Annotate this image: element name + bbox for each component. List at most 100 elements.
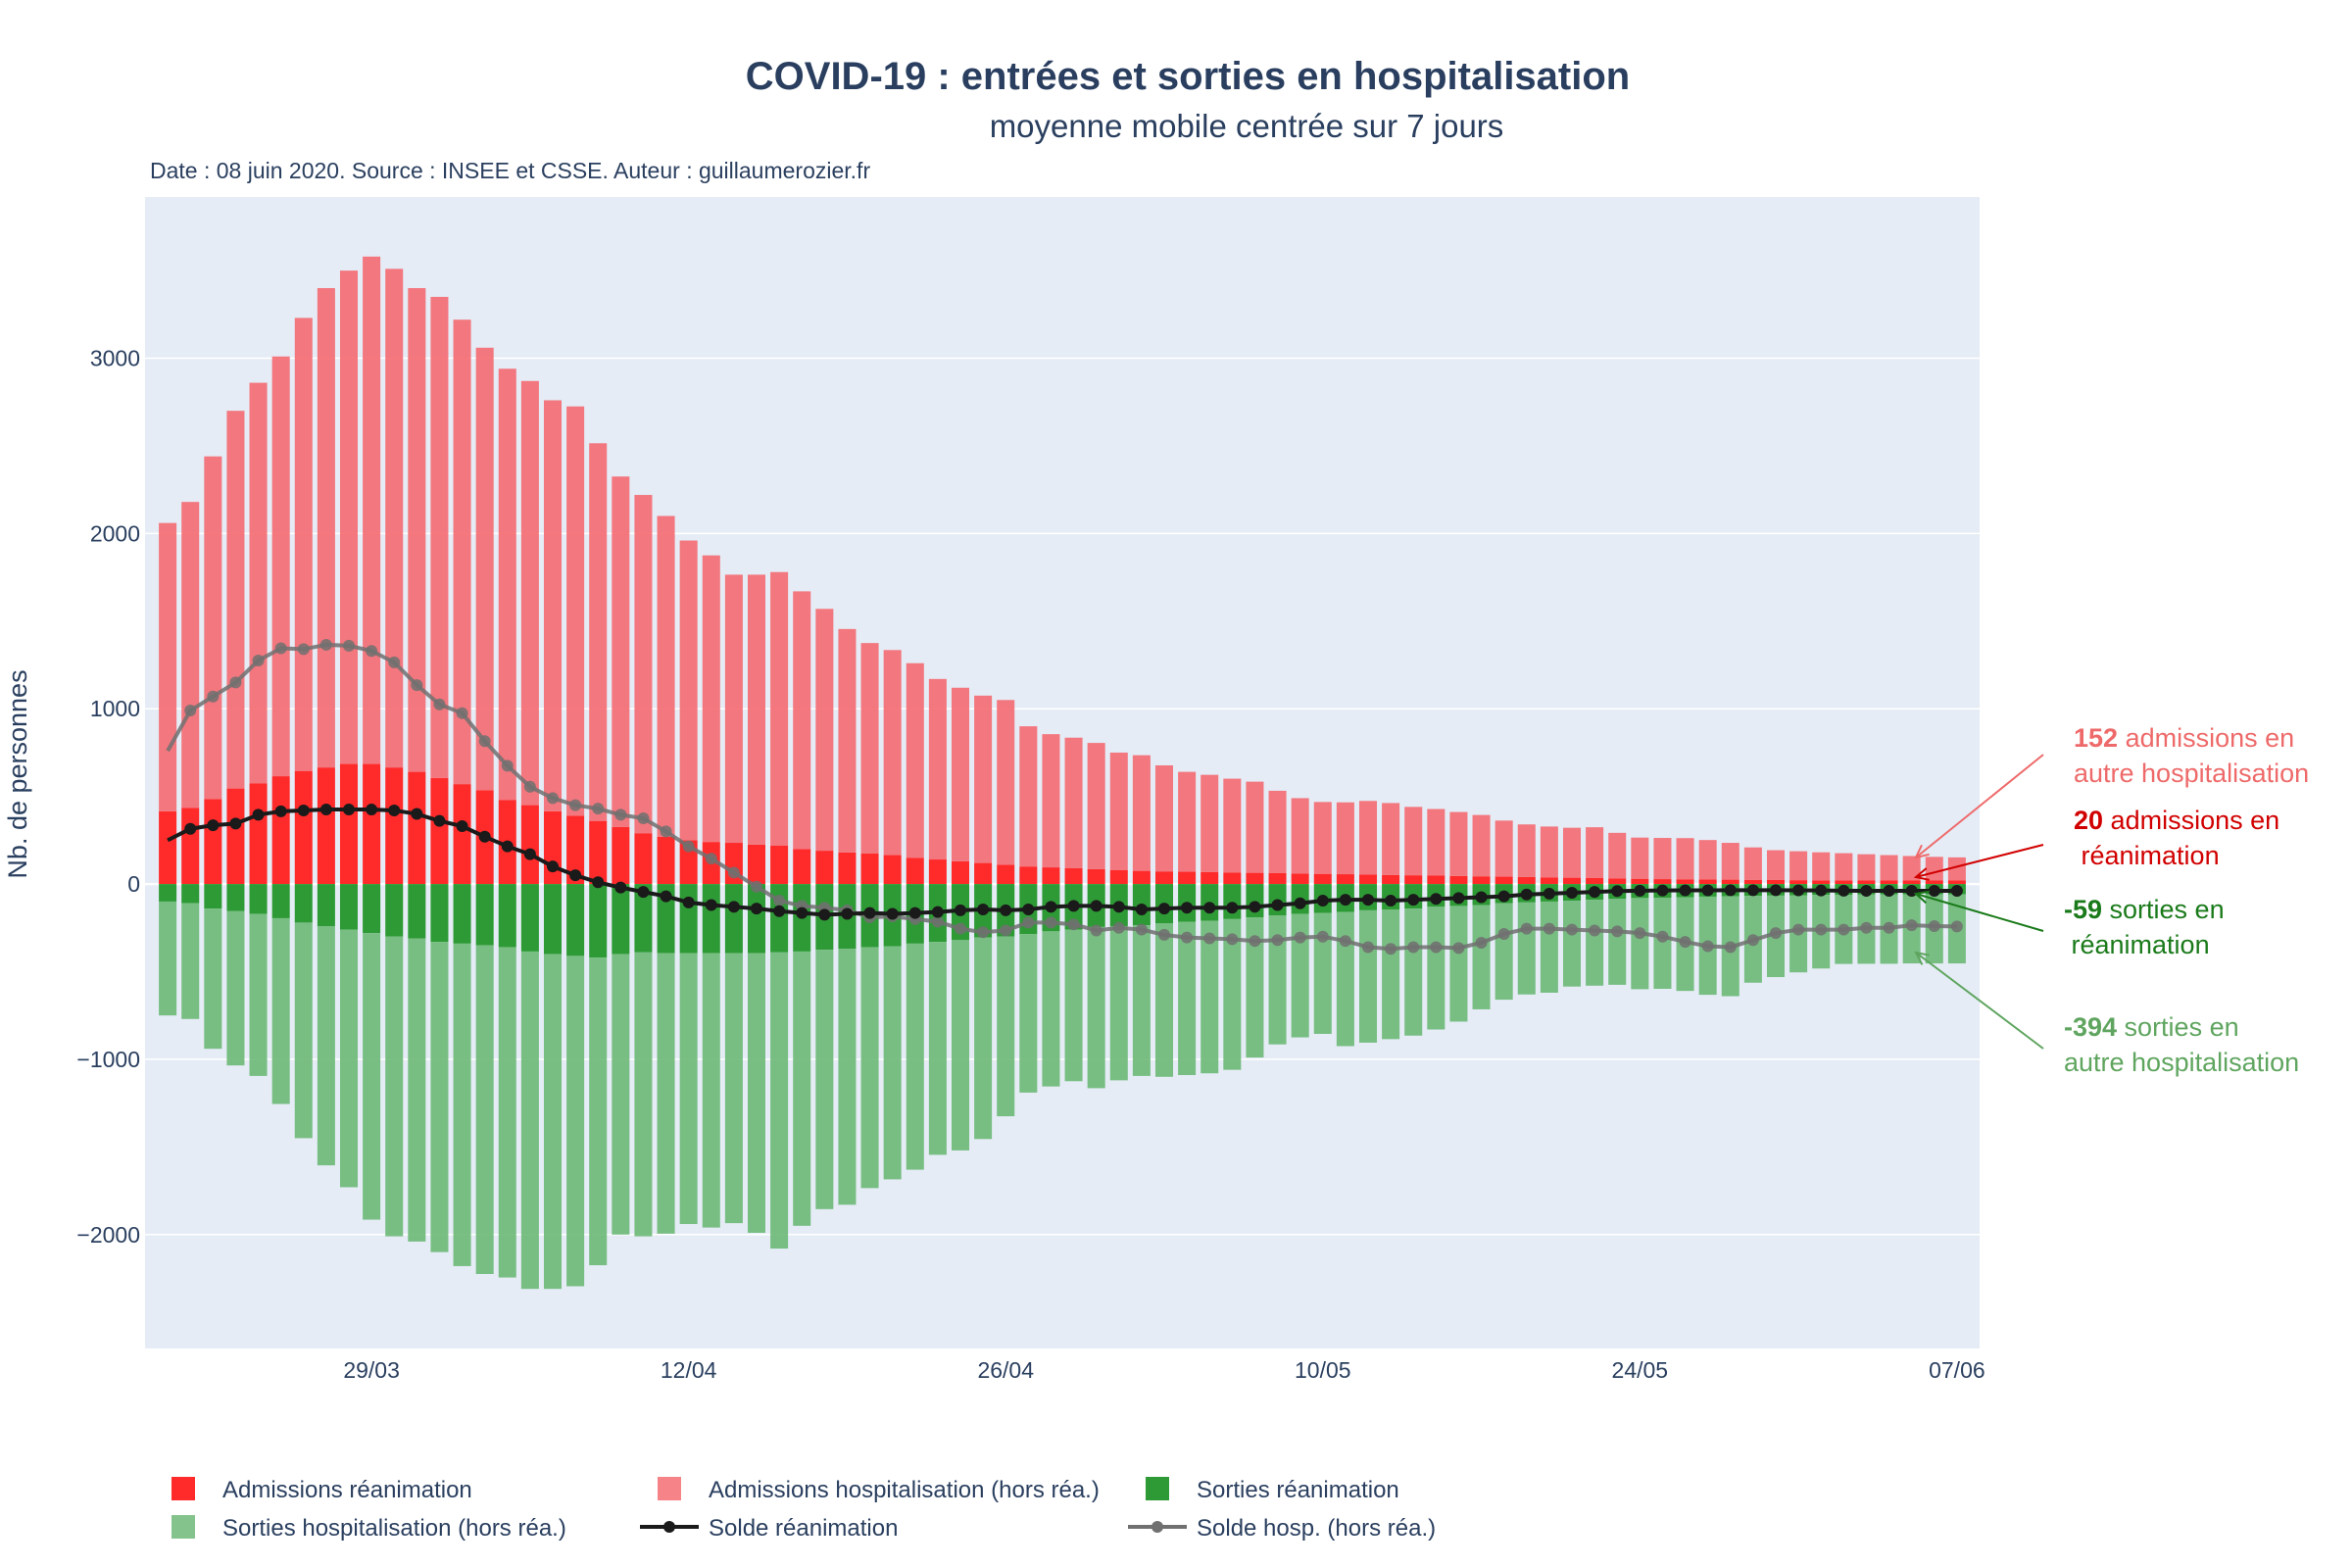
bar-admissions-reanimation (1902, 880, 1921, 885)
point-solde-reanimation (1452, 892, 1465, 905)
legend-swatch (172, 1477, 195, 1500)
bar-admissions-reanimation (363, 763, 381, 885)
bar-sorties-hospitalisation (1313, 912, 1332, 1034)
bars (159, 256, 1966, 1290)
bar-admissions-reanimation (951, 860, 970, 885)
point-solde-hospitalisation (1497, 928, 1510, 941)
bar-sorties-hospitalisation (204, 908, 222, 1050)
bar-admissions-hospitalisation (1154, 764, 1174, 872)
point-solde-reanimation (1883, 885, 1895, 898)
point-solde-hospitalisation (637, 811, 650, 824)
annotation-arrowhead (1913, 890, 1930, 905)
bar-admissions-reanimation (1472, 876, 1491, 885)
point-solde-reanimation (569, 869, 582, 882)
annotation-arrow (1915, 754, 2044, 858)
point-solde-reanimation (977, 903, 990, 915)
bar-sorties-hospitalisation (1223, 918, 1242, 1070)
bar-sorties-hospitalisation (1178, 921, 1197, 1076)
bar-admissions-reanimation (159, 810, 177, 885)
bar-admissions-reanimation (204, 799, 222, 885)
lines (166, 638, 1963, 956)
legend-label: Sorties hospitalisation (hors réa.) (222, 1515, 566, 1542)
point-solde-hospitalisation (456, 707, 468, 719)
point-solde-hospitalisation (207, 690, 220, 703)
bar-admissions-reanimation (1698, 879, 1717, 885)
bar-sorties-reanimation (702, 884, 720, 954)
point-solde-hospitalisation (411, 679, 423, 692)
point-solde-hospitalisation (977, 926, 990, 939)
bar-sorties-hospitalisation (1404, 908, 1423, 1036)
point-solde-reanimation (1815, 884, 1828, 897)
bar-admissions-reanimation (430, 777, 449, 885)
bar-sorties-hospitalisation (1517, 902, 1536, 995)
bar-admissions-hospitalisation (589, 443, 608, 821)
bar-admissions-reanimation (294, 770, 313, 885)
bar-sorties-reanimation (385, 884, 404, 937)
point-solde-hospitalisation (1067, 918, 1080, 931)
annotation-text: admissions en (2103, 806, 2279, 835)
bar-sorties-hospitalisation (1087, 926, 1105, 1089)
legend-label: Admissions hospitalisation (hors réa.) (709, 1477, 1100, 1503)
point-solde-reanimation (229, 817, 242, 830)
point-solde-reanimation (433, 814, 446, 827)
bar-admissions-reanimation (860, 853, 879, 885)
bar-admissions-reanimation (1540, 877, 1558, 885)
point-solde-hospitalisation (1746, 934, 1759, 947)
bar-admissions-reanimation (883, 855, 902, 885)
point-solde-hospitalisation (1090, 924, 1102, 937)
bar-sorties-reanimation (249, 884, 268, 914)
bar-admissions-reanimation (1631, 878, 1649, 885)
bar-sorties-hospitalisation (294, 922, 313, 1139)
point-solde-hospitalisation (1000, 924, 1012, 937)
point-solde-reanimation (660, 890, 672, 903)
bar-sorties-hospitalisation (860, 947, 879, 1189)
bar-sorties-hospitalisation (1268, 915, 1287, 1045)
bar-sorties-reanimation (657, 884, 675, 954)
point-solde-reanimation (1158, 903, 1170, 915)
annotation-line1: -59 sorties en (2064, 895, 2225, 924)
bar-admissions-reanimation (181, 808, 200, 885)
bar-admissions-reanimation (1291, 873, 1309, 885)
point-solde-reanimation (1022, 903, 1035, 915)
point-solde-hospitalisation (1520, 922, 1533, 935)
bar-admissions-hospitalisation (1019, 726, 1038, 867)
point-solde-hospitalisation (1679, 936, 1691, 949)
point-solde-hospitalisation (297, 643, 310, 656)
bar-admissions-hospitalisation (339, 270, 359, 764)
bar-admissions-hospitalisation (453, 319, 471, 785)
bar-admissions-hospitalisation (1653, 838, 1672, 880)
bar-admissions-hospitalisation (543, 400, 563, 811)
bar-admissions-hospitalisation (793, 591, 811, 850)
bar-sorties-hospitalisation (1540, 901, 1558, 993)
bar-sorties-hospitalisation (1449, 906, 1468, 1022)
point-solde-hospitalisation (1112, 921, 1125, 934)
bar-admissions-hospitalisation (1064, 737, 1083, 868)
bar-sorties-reanimation (430, 884, 449, 943)
point-solde-reanimation (1566, 887, 1578, 900)
bar-admissions-reanimation (612, 826, 630, 885)
bar-admissions-hospitalisation (1540, 826, 1558, 878)
bar-admissions-hospitalisation (1857, 854, 1876, 881)
bar-admissions-hospitalisation (1586, 827, 1604, 878)
point-solde-reanimation (1679, 884, 1691, 897)
point-solde-reanimation (523, 848, 536, 860)
bar-sorties-hospitalisation (1494, 903, 1513, 1001)
bar-admissions-hospitalisation (1472, 814, 1491, 877)
legend-label: Solde hosp. (hors réa.) (1197, 1515, 1436, 1542)
bar-sorties-hospitalisation (1109, 925, 1128, 1081)
point-solde-hospitalisation (682, 840, 695, 853)
bar-admissions-hospitalisation (1789, 851, 1808, 881)
bar-admissions-reanimation (1042, 867, 1060, 885)
bar-sorties-hospitalisation (1291, 913, 1309, 1038)
bar-admissions-hospitalisation (1812, 852, 1831, 881)
bar-sorties-reanimation (181, 884, 200, 904)
bar-sorties-hospitalisation (249, 913, 268, 1076)
x-tick-label: 07/06 (1929, 1357, 1985, 1383)
bar-sorties-reanimation (271, 884, 290, 918)
bar-sorties-reanimation (747, 884, 766, 954)
point-solde-hospitalisation (523, 780, 536, 793)
bar-sorties-hospitalisation (1064, 929, 1083, 1082)
annotation-arrow (1915, 893, 2044, 932)
bar-admissions-hospitalisation (1313, 802, 1332, 874)
